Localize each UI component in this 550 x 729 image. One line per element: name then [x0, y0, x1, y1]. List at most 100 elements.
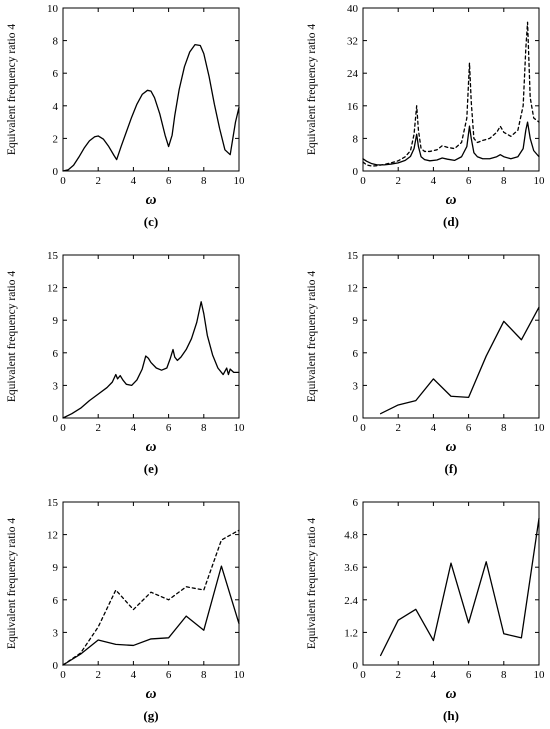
y-tick-label: 15 [47, 250, 59, 262]
y-tick-label: 3 [53, 627, 59, 639]
y-tick-label: 10 [47, 3, 59, 15]
y-tick-label: 6 [353, 348, 359, 360]
plot-frame [62, 7, 240, 172]
x-tick-label: 10 [534, 175, 546, 187]
x-tick-label: 6 [166, 175, 172, 187]
series-line-solid [362, 121, 540, 166]
x-tick-label: 4 [431, 175, 437, 187]
x-tick-label: 10 [234, 422, 246, 434]
plot-frame [62, 501, 240, 666]
y-tick-label: 3 [353, 380, 359, 392]
x-axis-label: ω [146, 686, 157, 702]
panel-caption: (g) [143, 708, 158, 723]
y-tick-label: 16 [347, 101, 359, 113]
x-axis-label: ω [146, 192, 157, 208]
x-tick-label: 4 [431, 669, 437, 681]
chart-panel-5: 0 2 4 6 8 10 0 3 6 9 12 15 Equivalent frequency rati… [6, 497, 245, 723]
y-tick-label: 0 [53, 660, 59, 672]
x-tick-label: 10 [534, 422, 546, 434]
x-tick-label: 6 [166, 669, 172, 681]
x-tick-label: 0 [360, 669, 366, 681]
y-tick-label: 4.8 [344, 530, 358, 542]
panel-caption: (d) [443, 214, 459, 229]
series-line-solid [62, 301, 240, 419]
series-line-solid [379, 306, 540, 415]
y-tick-label: 3.6 [344, 562, 358, 574]
y-tick-label: 6 [53, 348, 59, 360]
y-tick-label: 0 [353, 660, 359, 672]
x-tick-label: 10 [534, 669, 546, 681]
y-axis-label: Equivalent frequency ratio 4 [306, 24, 318, 155]
y-tick-label: 6 [53, 68, 59, 80]
x-tick-label: 10 [234, 669, 246, 681]
y-tick-label: 4 [53, 101, 59, 113]
y-tick-label: 0 [353, 413, 359, 425]
x-tick-label: 8 [501, 422, 507, 434]
x-tick-label: 4 [131, 175, 137, 187]
x-tick-label: 6 [166, 422, 172, 434]
x-tick-label: 2 [95, 669, 101, 681]
plot-frame [362, 254, 540, 419]
y-tick-label: 9 [353, 315, 359, 327]
y-tick-label: 24 [347, 68, 359, 80]
x-tick-label: 8 [201, 422, 207, 434]
chart-panel-4: 0 2 4 6 8 10 0 3 6 9 12 15 Equivalent frequency rati… [306, 250, 545, 476]
x-tick-label: 0 [60, 175, 66, 187]
x-tick-label: 2 [95, 422, 101, 434]
y-tick-label: 8 [53, 36, 59, 48]
plot-frame [362, 7, 540, 172]
series-line-dashed [362, 21, 540, 167]
x-tick-label: 0 [60, 669, 66, 681]
panel-caption: (h) [443, 708, 459, 723]
x-tick-label: 2 [395, 669, 401, 681]
x-axis-label: ω [446, 192, 457, 208]
x-tick-label: 8 [201, 669, 207, 681]
y-tick-label: 12 [47, 283, 58, 295]
x-tick-label: 4 [431, 422, 437, 434]
x-tick-label: 4 [131, 669, 137, 681]
series-line-solid [379, 517, 540, 657]
y-tick-label: 6 [353, 497, 359, 509]
y-axis-label: Equivalent frequency ratio 4 [306, 518, 318, 649]
panel-caption: (e) [144, 461, 158, 476]
y-tick-label: 2.4 [344, 595, 358, 607]
x-tick-label: 0 [360, 175, 366, 187]
x-axis-label: ω [446, 686, 457, 702]
y-axis-label: Equivalent frequency ratio 4 [6, 24, 18, 155]
y-tick-label: 2 [53, 133, 59, 145]
y-axis-label: Equivalent frequency ratio 4 [306, 271, 318, 402]
plot-frame [62, 254, 240, 419]
y-tick-label: 0 [353, 166, 359, 178]
panel-caption: (c) [144, 214, 158, 229]
x-tick-label: 6 [466, 175, 472, 187]
x-tick-label: 2 [395, 175, 401, 187]
x-tick-label: 8 [501, 669, 507, 681]
chart-panel-1: 0 2 4 6 8 10 0 2 4 6 8 10 Equivalent frequency ratio… [6, 3, 245, 229]
x-tick-label: 8 [201, 175, 207, 187]
y-tick-label: 3 [53, 380, 59, 392]
y-axis-label: Equivalent frequency ratio 4 [6, 271, 18, 402]
y-tick-label: 12 [347, 283, 358, 295]
y-tick-label: 6 [53, 595, 59, 607]
chart-panel-3: 0 2 4 6 8 10 0 3 6 9 12 15 Equivalent frequency rati… [6, 250, 245, 476]
panel-caption: (f) [445, 461, 458, 476]
series-line-solid [62, 44, 240, 172]
y-tick-label: 40 [347, 3, 359, 15]
x-tick-label: 2 [395, 422, 401, 434]
y-tick-label: 32 [347, 36, 358, 48]
chart-panel-6: 0 2 4 6 8 10 0 1.2 2.4 3.6 4.8 6 Equivalent frequenc… [306, 497, 545, 723]
x-tick-label: 6 [466, 422, 472, 434]
x-axis-label: ω [446, 439, 457, 455]
y-tick-label: 9 [53, 562, 59, 574]
y-tick-label: 12 [47, 530, 58, 542]
x-axis-label: ω [146, 439, 157, 455]
x-tick-label: 8 [501, 175, 507, 187]
y-tick-label: 0 [53, 413, 59, 425]
x-tick-label: 4 [131, 422, 137, 434]
y-tick-label: 9 [53, 315, 59, 327]
y-tick-label: 15 [47, 497, 59, 509]
y-tick-label: 0 [53, 166, 59, 178]
x-tick-label: 6 [466, 669, 472, 681]
